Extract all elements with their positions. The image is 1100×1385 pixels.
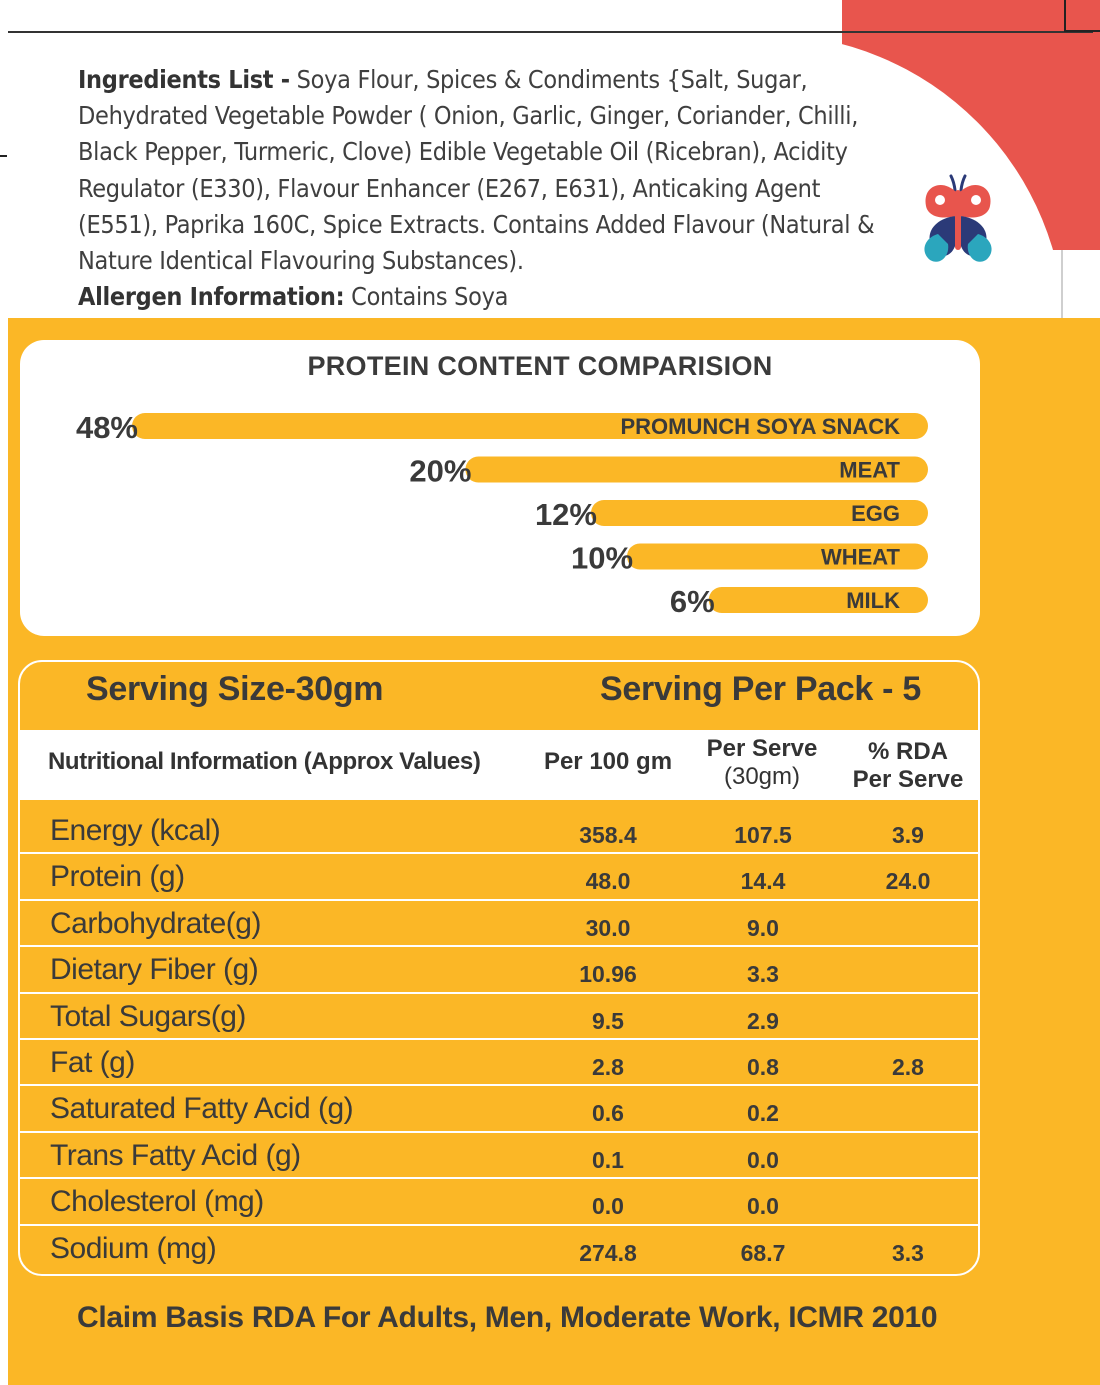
nutrient-name: Cholesterol (mg) [50,1185,264,1219]
table-row: Cholesterol (mg) 0.0 0.0 [20,1179,978,1226]
chart-title: PROTEIN CONTENT COMPARISION [307,351,773,381]
protein-comparison-card [20,340,980,636]
row-divider [20,1177,978,1180]
value-per-100gm: 0.6 [592,1100,624,1127]
value-per-serve: 14.4 [740,868,786,895]
table-row: Trans Fatty Acid (g) 0.1 0.0 [20,1133,978,1180]
table-row: Sodium (mg) 274.8 68.7 3.3 [20,1226,978,1272]
value-label: 6% [670,584,715,619]
value-per-serve: 68.7 [740,1239,786,1266]
value-rda: 3.3 [892,1239,924,1266]
header-per-serve: Per Serve (30gm) [700,735,824,791]
value-per-100gm: 2.8 [592,1054,624,1080]
nutrient-name: Dietary Fiber (g) [50,953,259,987]
value-label: 10% [571,541,633,576]
value-per-100gm: 48.0 [585,868,631,895]
row-divider [20,852,978,855]
value-label: 48% [76,410,138,445]
header-per-serve-line2: (30gm) [723,763,801,790]
value-per-100gm: 358.4 [579,822,637,848]
table-row: Total Sugars(g) 9.5 2.9 [20,994,978,1040]
row-divider [20,1223,978,1226]
header-per-100gm: Per 100 gm [543,748,673,775]
nutrient-name: Carbohydrate(g) [50,906,261,940]
value-per-100gm: 30.0 [585,914,631,941]
value-per-serve: 107.5 [734,822,792,848]
value-per-serve: 0.8 [747,1054,779,1080]
top-divider [8,31,1093,33]
table-header-band [20,730,978,800]
value-rda: 24.0 [885,868,931,895]
crop-mark-top-right-h [1064,30,1100,32]
row-divider [20,945,978,948]
value-per-100gm: 10.96 [579,961,637,988]
header-rda-line1: % RDA [867,738,948,765]
category-label: MEAT [839,458,900,483]
category-label: EGG [851,501,900,526]
nutrient-name: Sodium (mg) [50,1231,217,1265]
value-label: 20% [409,454,471,489]
row-divider [20,991,978,994]
crop-mark-left [0,155,7,157]
category-label: PROMUNCH SOYA SNACK [620,414,900,439]
claim-basis-note: Claim Basis RDA For Adults, Men, Moderat… [77,1301,938,1334]
table-row: Protein (g) 48.0 14.4 24.0 [20,854,978,901]
value-per-100gm: 274.8 [579,1239,637,1266]
value-per-serve: 2.9 [747,1007,779,1034]
value-rda: 2.8 [892,1054,924,1080]
nutrient-name: Total Sugars(g) [50,999,246,1033]
table-row: Dietary Fiber (g) 10.96 3.3 [20,947,978,994]
row-divider [20,1084,978,1087]
nutrient-name: Trans Fatty Acid (g) [50,1138,301,1172]
value-per-serve: 9.0 [747,914,779,941]
serving-per-pack: Serving Per Pack - 5 [600,670,921,708]
nutrient-name: Energy (kcal) [50,814,221,847]
table-row: Carbohydrate(g) 30.0 9.0 [20,901,978,948]
ingredients-text: Soya Flour, Spices & Condiments {Salt, S… [78,65,875,276]
value-per-serve: 3.3 [747,961,779,988]
crop-mark-top-right [1064,0,1066,32]
value-per-serve: 0.0 [747,1146,779,1173]
nutrition-table-card [18,660,980,1276]
row-divider [20,1037,978,1040]
row-divider [20,1130,978,1133]
value-label: 12% [535,497,597,532]
panel-edge [1061,250,1063,320]
table-row: Energy (kcal) 358.4 107.5 3.9 [20,808,978,855]
header-per-serve-line1: Per Serve [706,735,818,762]
bar-meat [465,456,928,483]
ingredients-label: Ingredients List - [78,65,290,94]
bar-wheat [627,543,928,570]
nutrient-name: Protein (g) [50,860,185,894]
bar-milk [708,587,928,613]
category-label: WHEAT [821,545,901,570]
value-per-100gm: 0.1 [592,1146,624,1173]
value-per-serve: 0.2 [747,1100,779,1127]
header-rda-line2: Per Serve [852,766,964,793]
value-per-serve: 0.0 [747,1193,779,1220]
serving-size: Serving Size-30gm [86,670,384,708]
value-rda: 3.9 [892,822,924,848]
protein-bar-chart: PROMUNCH SOYA SNACK 48% MEAT 20% EGG 12% WHEAT… [76,410,928,619]
row-divider [20,898,978,901]
allergen-label: Allergen Information: [78,282,345,312]
bar-promunch-soya-snack [132,413,928,439]
table-row: Fat (g) 2.8 0.8 2.8 [20,1040,978,1087]
value-per-100gm: 9.5 [592,1007,624,1034]
header-nutrient: Nutritional Information (Approx Values) [48,748,481,775]
header-rda: % RDA Per Serve [846,738,970,794]
bar-egg [590,500,928,526]
butterfly-logo-icon [924,174,992,262]
nutrient-name: Saturated Fatty Acid (g) [50,1092,354,1126]
allergen-text: Contains Soya [351,282,509,312]
nutrient-name: Fat (g) [50,1046,135,1079]
category-label: MILK [846,588,900,613]
ingredients-block: Ingredients List - Soya Flour, Spices & … [78,62,878,315]
value-per-100gm: 0.0 [592,1193,624,1220]
table-row: Saturated Fatty Acid (g) 0.6 0.2 [20,1086,978,1133]
